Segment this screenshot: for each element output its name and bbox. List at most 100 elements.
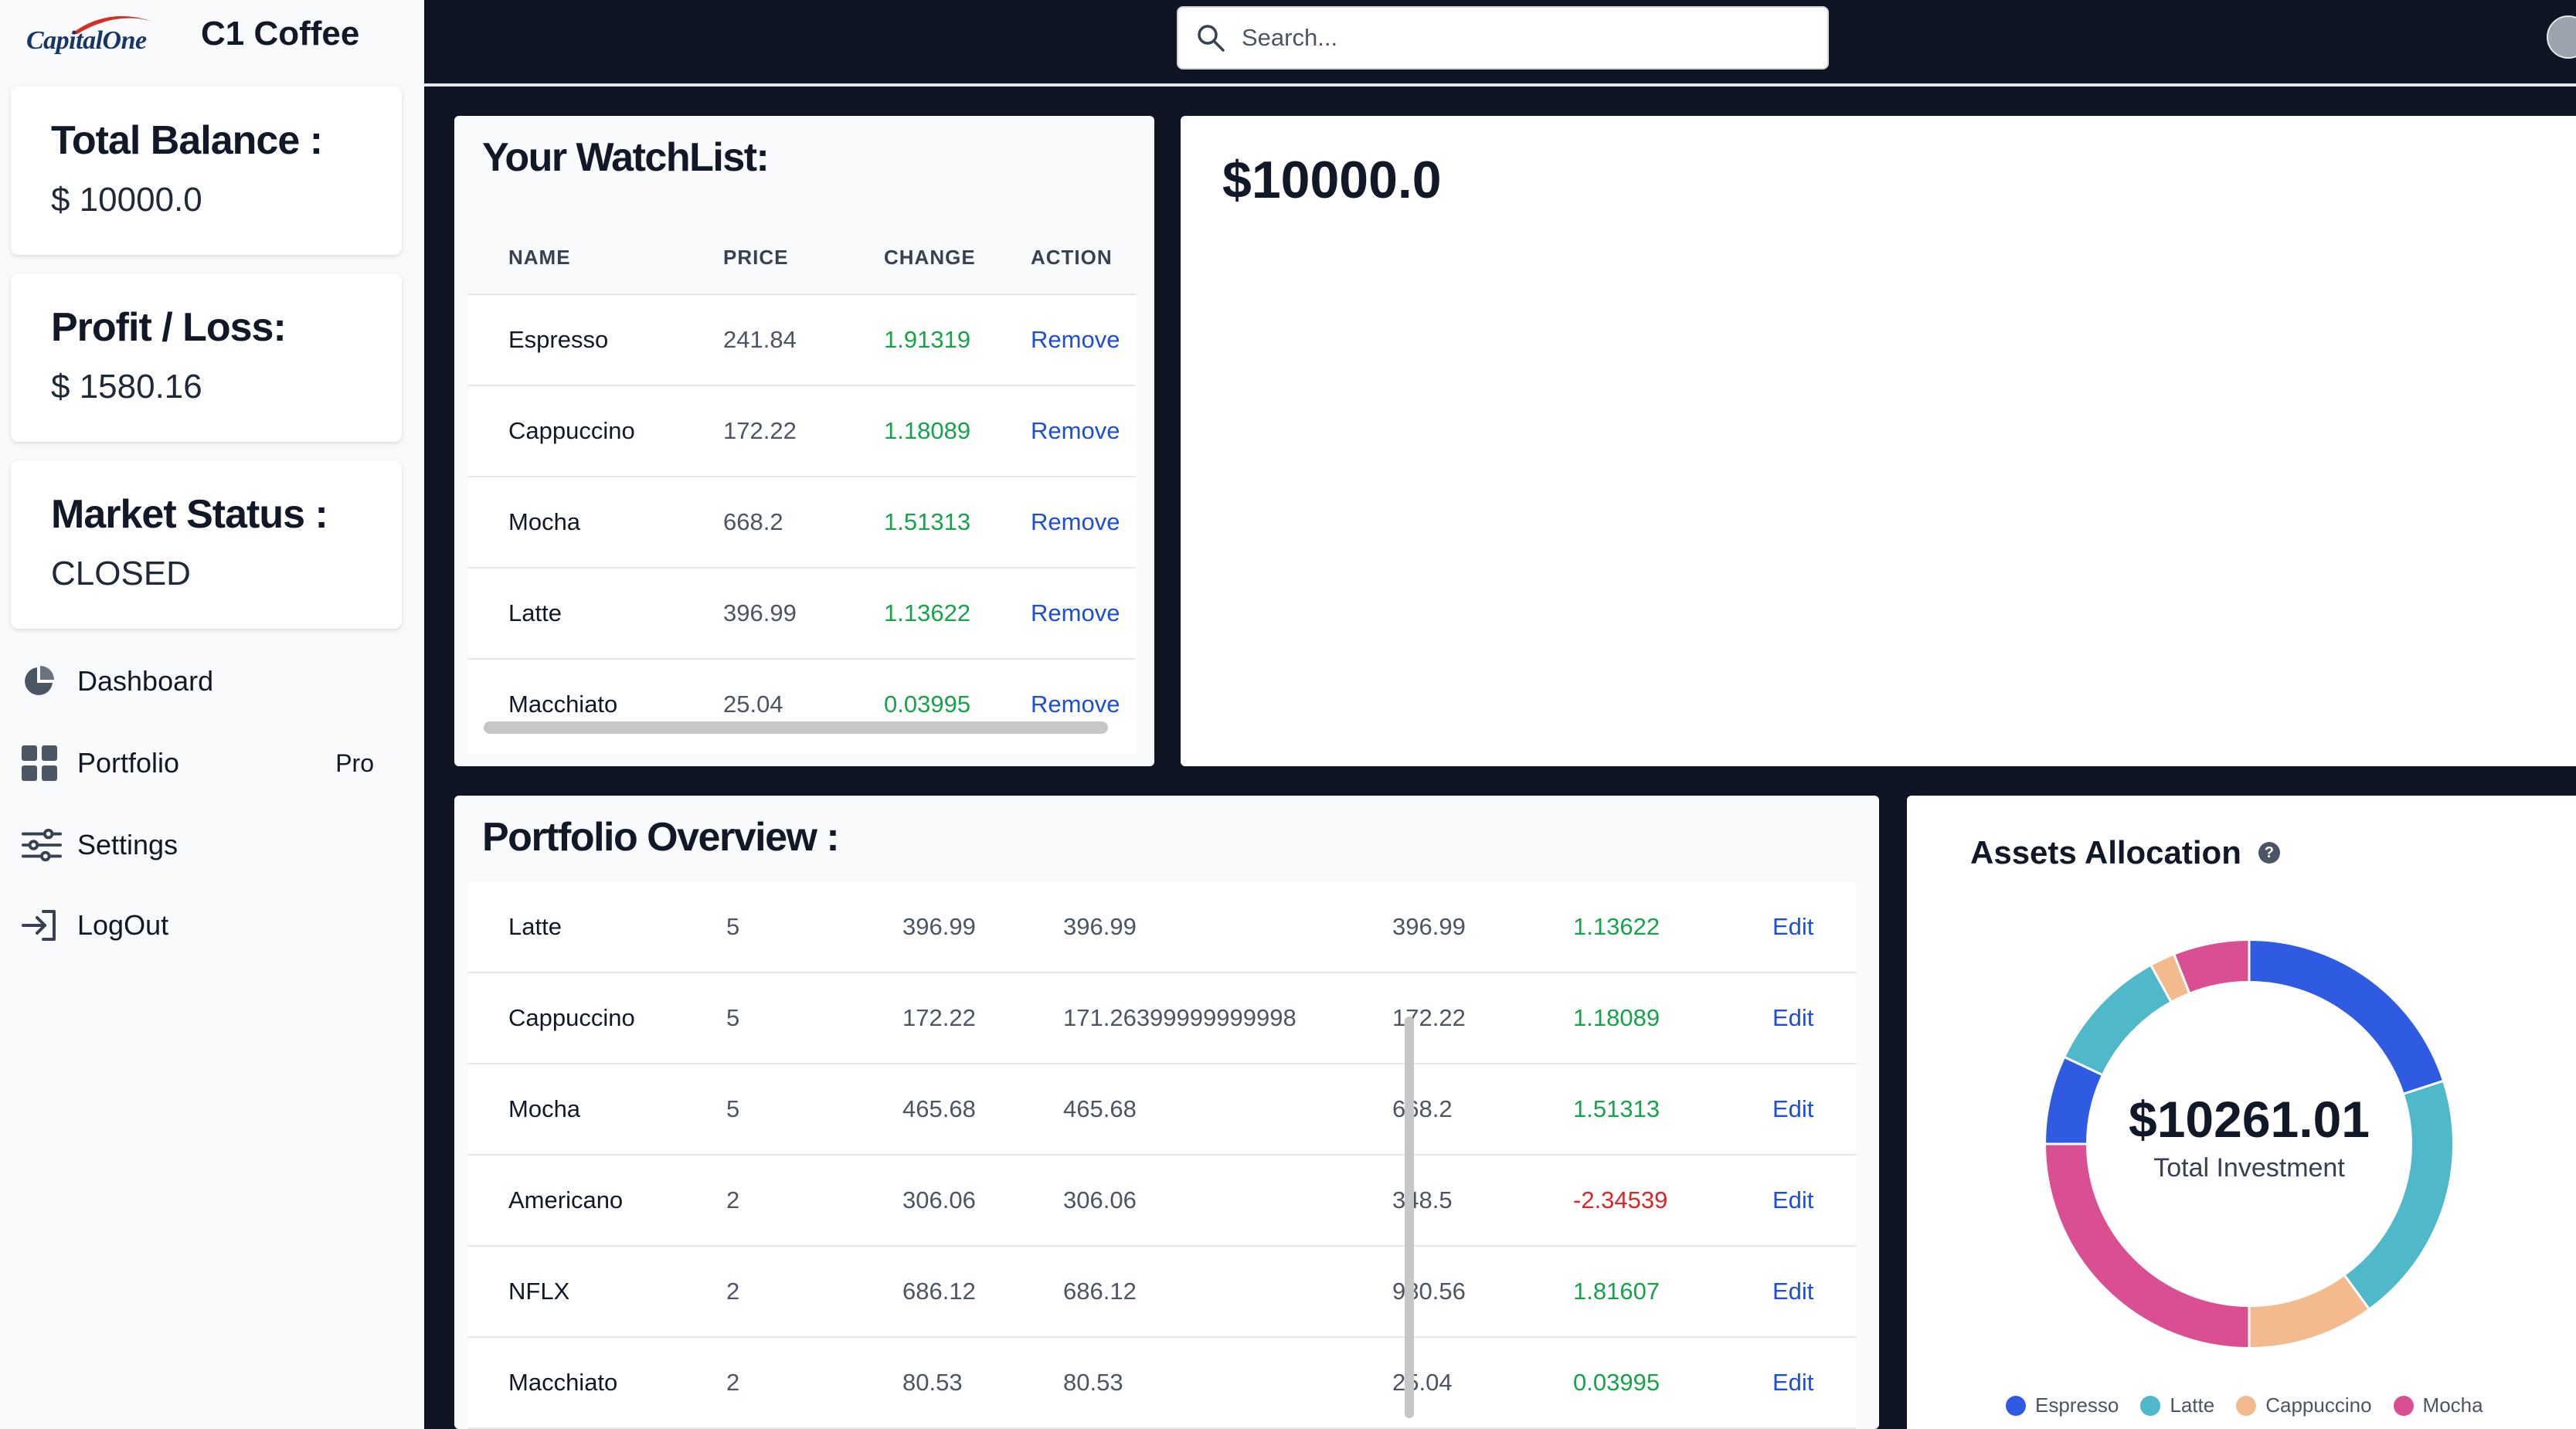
pf-price: 396.99 — [1392, 913, 1466, 940]
legend-item-latte[interactable]: Latte — [2140, 1393, 2214, 1417]
pf-name: Macchiato — [508, 1369, 618, 1396]
portfolio-panel: Portfolio Overview : Latte 5 396.99 396.… — [454, 796, 1879, 1429]
pf-qty: 2 — [726, 1186, 740, 1213]
pf-price: 25.04 — [1392, 1369, 1453, 1396]
donut-svg — [2046, 941, 2452, 1347]
portfolio-title: Portfolio Overview : — [482, 815, 840, 860]
legend-dot — [2006, 1395, 2026, 1416]
total-investment-amount: $10261.01 — [2129, 1090, 2370, 1148]
watch-price: 172.22 — [723, 417, 797, 444]
remove-link[interactable]: Remove — [1031, 599, 1120, 626]
pf-change: 1.51313 — [1573, 1095, 1660, 1122]
watch-change: 1.18089 — [884, 417, 971, 444]
nav-settings[interactable]: Settings — [22, 822, 393, 868]
pf-avg: 686.12 — [902, 1278, 976, 1305]
sidebar: CapitalOne C1 Coffee Total Balance : $ 1… — [0, 0, 424, 1429]
nav-dashboard[interactable]: Dashboard — [22, 658, 393, 704]
pf-avg: 172.22 — [902, 1004, 976, 1031]
pf-avg: 80.53 — [902, 1369, 963, 1396]
pf-invested: 396.99 — [1063, 913, 1137, 940]
brand[interactable]: CapitalOne C1 Coffee — [23, 5, 359, 63]
legend-dot — [2393, 1395, 2414, 1416]
market-status-value: CLOSED — [51, 555, 191, 592]
donut-separator-1 — [2404, 1080, 2443, 1095]
capital-one-logo: CapitalOne — [23, 11, 162, 57]
legend-label: Latte — [2170, 1393, 2215, 1417]
remove-link[interactable]: Remove — [1031, 326, 1120, 353]
market-status-card: Market Status : CLOSED — [11, 460, 402, 629]
donut-separator-6 — [2149, 965, 2172, 1002]
logout-icon — [22, 905, 62, 945]
col-price: PRICE — [723, 246, 789, 269]
vertical-scrollbar[interactable] — [1405, 1017, 1414, 1418]
table-row: Mocha 5 465.68 465.68 668.2 1.51313 Edit — [468, 1064, 1856, 1156]
edit-link[interactable]: Edit — [1772, 1095, 1814, 1122]
nav-portfolio-label: Portfolio — [77, 747, 180, 779]
pf-invested: 171.26399999999998 — [1063, 1004, 1296, 1031]
app-name: C1 Coffee — [201, 15, 360, 53]
pf-price: 980.56 — [1392, 1278, 1466, 1305]
balance-panel: $10000.0 — [1181, 116, 2576, 766]
legend-item-cappuccino[interactable]: Cappuccino — [2236, 1393, 2372, 1417]
assets-panel: Assets Allocation ? $10261.01 Total Inve… — [1907, 796, 2576, 1429]
legend-item-mocha[interactable]: Mocha — [2393, 1393, 2483, 1417]
col-change: CHANGE — [884, 246, 976, 269]
remove-link[interactable]: Remove — [1031, 417, 1120, 444]
pf-qty: 5 — [726, 1004, 740, 1031]
total-investment-caption: Total Investment — [2153, 1152, 2345, 1183]
watch-change: 0.03995 — [884, 691, 971, 718]
watch-change: 1.51313 — [884, 508, 971, 535]
donut-separator-5 — [2065, 1056, 2102, 1076]
search-box[interactable] — [1177, 6, 1829, 70]
remove-link[interactable]: Remove — [1031, 691, 1120, 718]
watch-price: 668.2 — [723, 508, 783, 535]
grid-icon — [22, 743, 62, 783]
table-row: Macchiato 2 80.53 80.53 25.04 0.03995 Ed… — [468, 1338, 1856, 1429]
watch-price: 25.04 — [723, 691, 783, 718]
pf-qty: 5 — [726, 913, 740, 940]
edit-link[interactable]: Edit — [1772, 1004, 1814, 1031]
edit-link[interactable]: Edit — [1772, 1369, 1814, 1396]
profit-loss-label: Profit / Loss: — [51, 305, 287, 350]
watch-change: 1.91319 — [884, 326, 971, 353]
swoosh-icon — [71, 15, 153, 34]
edit-link[interactable]: Edit — [1772, 1186, 1814, 1213]
remove-link[interactable]: Remove — [1031, 508, 1120, 535]
table-row: NFLX 2 686.12 686.12 980.56 1.81607 Edit — [468, 1247, 1856, 1338]
pf-avg: 465.68 — [902, 1095, 976, 1122]
pie-chart-icon — [22, 661, 62, 701]
nav-logout[interactable]: LogOut — [22, 902, 393, 949]
watch-name: Cappuccino — [508, 417, 635, 444]
donut-segment-1[interactable] — [2046, 941, 2452, 1347]
watchlist-table: NAME PRICE CHANGE ACTION Espresso 241.84… — [468, 221, 1136, 754]
nav-portfolio[interactable]: Portfolio Pro — [22, 740, 393, 786]
pf-invested: 465.68 — [1063, 1095, 1137, 1122]
horizontal-scrollbar[interactable] — [484, 721, 1108, 734]
total-balance-value: $ 10000.0 — [51, 181, 202, 219]
edit-link[interactable]: Edit — [1772, 913, 1814, 940]
table-row: Mocha 668.2 1.51313 Remove — [468, 476, 1136, 567]
legend-item-espresso[interactable]: Espresso — [2006, 1393, 2119, 1417]
watch-name: Espresso — [508, 326, 609, 353]
search-input[interactable] — [1240, 23, 1799, 53]
avatar[interactable] — [2547, 15, 2576, 59]
watch-name: Mocha — [508, 508, 581, 535]
chart-legend: Espresso Latte Cappuccino Mocha — [2006, 1393, 2505, 1417]
pf-invested: 306.06 — [1063, 1186, 1137, 1213]
watch-price: 241.84 — [723, 326, 797, 353]
balance-amount: $10000.0 — [1222, 151, 1442, 209]
legend-label: Cappuccino — [2265, 1393, 2372, 1417]
profit-loss-card: Profit / Loss: $ 1580.16 — [11, 273, 402, 442]
help-icon[interactable]: ? — [2258, 842, 2280, 864]
pf-invested: 686.12 — [1063, 1278, 1137, 1305]
pf-name: NFLX — [508, 1278, 570, 1305]
pf-qty: 2 — [726, 1369, 740, 1396]
nav-logout-label: LogOut — [77, 909, 169, 941]
edit-link[interactable]: Edit — [1772, 1278, 1814, 1305]
watch-price: 396.99 — [723, 599, 797, 626]
assets-title-text: Assets Allocation — [1970, 834, 2241, 871]
table-row: Latte 5 396.99 396.99 396.99 1.13622 Edi… — [468, 882, 1856, 973]
pf-change: 1.81607 — [1573, 1278, 1660, 1305]
table-row: Latte 396.99 1.13622 Remove — [468, 567, 1136, 658]
